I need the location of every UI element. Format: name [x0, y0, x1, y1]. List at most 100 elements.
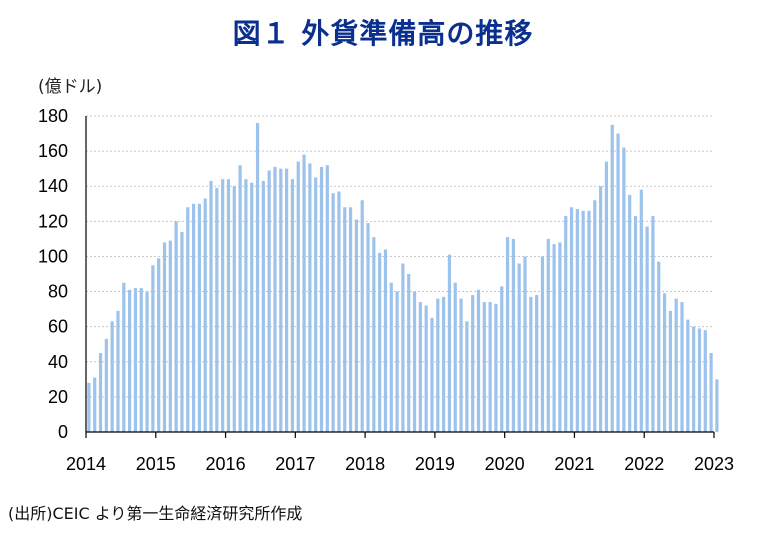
- gridlines: [86, 115, 714, 398]
- bar: [657, 261, 661, 432]
- x-tick-label: 2021: [554, 454, 594, 474]
- bar: [703, 330, 707, 432]
- bar: [331, 193, 335, 432]
- x-tick-label: 2019: [415, 454, 455, 474]
- bar: [232, 186, 236, 432]
- bar: [197, 203, 201, 432]
- bar: [447, 254, 452, 432]
- bar: [238, 165, 242, 432]
- bar: [395, 291, 399, 432]
- bar: [599, 186, 603, 432]
- bar: [157, 258, 161, 432]
- bar: [442, 296, 446, 432]
- bar: [511, 238, 515, 432]
- bar: [552, 244, 556, 432]
- bar: [104, 338, 108, 432]
- bar: [581, 210, 585, 432]
- x-tick-label: 2014: [66, 454, 106, 474]
- bar: [674, 298, 678, 432]
- bar: [430, 317, 434, 432]
- y-tick-label: 20: [48, 387, 68, 407]
- x-tick-label: 2016: [206, 454, 246, 474]
- bar: [122, 282, 126, 432]
- bar: [709, 353, 713, 432]
- bar: [639, 189, 643, 432]
- bar: [244, 179, 248, 432]
- bar: [209, 180, 213, 432]
- bar: [558, 242, 562, 432]
- x-tick-label: 2015: [136, 454, 176, 474]
- bar: [308, 163, 312, 432]
- bar: [174, 221, 178, 432]
- bar: [203, 198, 207, 432]
- bar: [540, 256, 545, 432]
- y-tick-label: 40: [48, 352, 68, 372]
- bar: [523, 256, 527, 432]
- x-tick-label: 2022: [624, 454, 664, 474]
- bar: [389, 282, 393, 432]
- bar: [87, 382, 91, 432]
- bar: [407, 274, 411, 432]
- x-tick-label: 2023: [694, 454, 734, 474]
- y-tick-label: 140: [38, 176, 68, 196]
- y-axis-unit-label: (億ドル): [38, 77, 103, 97]
- x-tick-label: 2017: [275, 454, 315, 474]
- bar: [98, 353, 103, 432]
- bar: [337, 191, 341, 432]
- bar: [221, 179, 225, 432]
- bar: [226, 179, 231, 432]
- bar: [186, 207, 190, 432]
- bar: [697, 328, 702, 432]
- bar: [610, 124, 614, 433]
- x-tick-label: 2018: [345, 454, 385, 474]
- bar: [162, 242, 167, 432]
- source-note: (出所)CEIC より第一生命経済研究所作成: [8, 504, 303, 523]
- bar: [168, 240, 172, 432]
- bar: [151, 265, 155, 432]
- bar: [139, 288, 143, 432]
- bar: [471, 295, 475, 432]
- bar: [517, 263, 521, 432]
- bar: [593, 200, 597, 432]
- bar: [453, 282, 457, 432]
- bar: [465, 321, 469, 432]
- bar: [622, 147, 626, 432]
- bar: [372, 237, 376, 432]
- bar: [366, 223, 370, 432]
- bar: [279, 168, 283, 432]
- bar: [500, 286, 504, 432]
- bar: [645, 226, 649, 432]
- bar: [285, 168, 289, 432]
- bar: [128, 289, 132, 432]
- bar: [290, 179, 295, 432]
- y-tick-label: 100: [38, 246, 68, 266]
- bar: [215, 187, 219, 432]
- bar: [476, 289, 481, 432]
- y-tick-label: 180: [38, 106, 68, 126]
- bar: [250, 182, 254, 432]
- bar: [191, 203, 196, 432]
- bar: [651, 216, 655, 432]
- bar: [378, 252, 382, 432]
- bar: [93, 377, 97, 432]
- bar: [715, 379, 719, 432]
- bar: [319, 166, 324, 432]
- y-tick-labels: 0 20 40 60 80 100 120 140 160 180: [38, 106, 68, 442]
- bar: [116, 310, 120, 432]
- bar: [662, 293, 667, 432]
- bar: [505, 237, 510, 432]
- bar: [261, 180, 265, 432]
- bar: [569, 207, 574, 432]
- bar: [628, 195, 632, 432]
- bar: [401, 263, 405, 432]
- bar: [325, 165, 329, 432]
- bar: [680, 302, 684, 432]
- bar: [180, 231, 184, 432]
- bar: [633, 216, 638, 432]
- bar: [110, 321, 114, 432]
- bar: [604, 161, 609, 432]
- bar: [418, 302, 422, 432]
- bar: [302, 154, 306, 432]
- x-tick-labels: 2014 2015 2016 2017 2018 2019 2020 2021 2022 2023: [66, 454, 734, 474]
- y-tick-label: 0: [58, 422, 68, 442]
